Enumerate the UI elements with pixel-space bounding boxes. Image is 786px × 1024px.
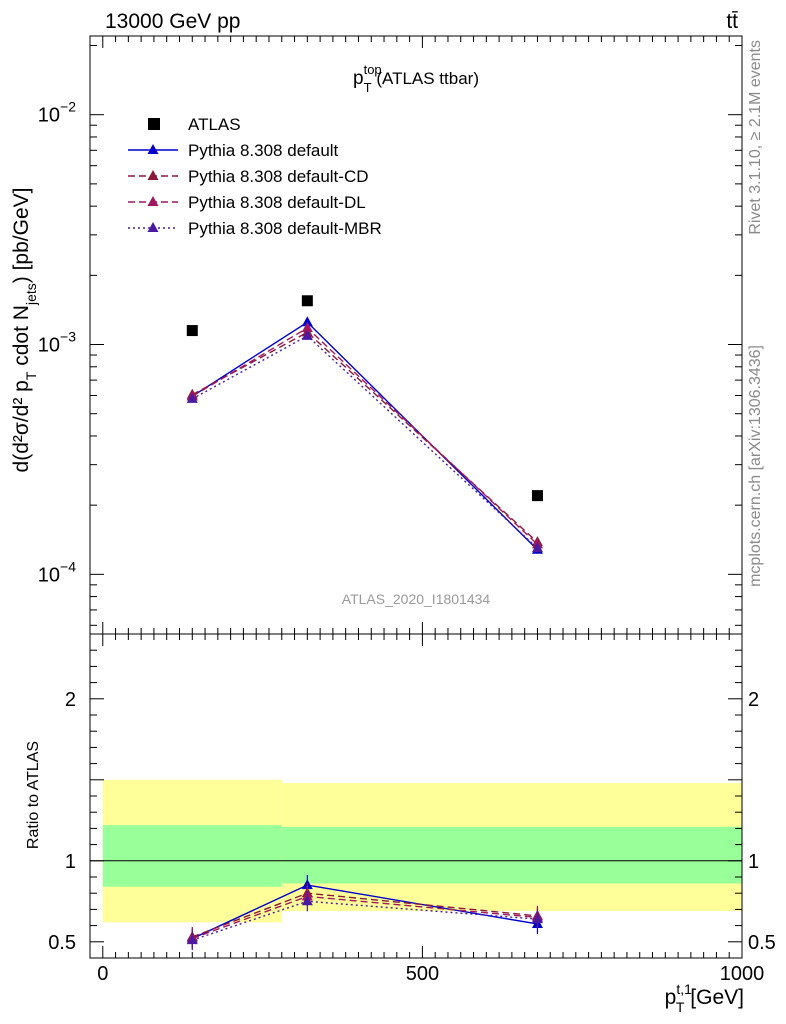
header-left: 13000 GeV pp xyxy=(105,10,240,33)
data-point-square xyxy=(301,295,313,307)
legend: ATLAS Pythia 8.308 default Pythia 8.308 de… xyxy=(128,115,382,238)
main-ylabel: d(d²σ/d² pT cdot Njets) [pb/GeV] xyxy=(10,188,39,473)
y-tick-label: 10−2 xyxy=(38,99,76,127)
main-title: ptop T (ATLAS ttbar) xyxy=(353,62,479,95)
analysis-watermark: ATLAS_2020_I1801434 xyxy=(342,591,491,607)
data-point-triangle xyxy=(531,542,543,553)
y-tick-label-right: 1 xyxy=(748,851,759,873)
ratio-ylabel: Ratio to ATLAS xyxy=(25,741,42,849)
ratio-xlabel: pt,1 T [GeV] xyxy=(665,981,744,1015)
legend-marker-triangle xyxy=(147,196,159,206)
legend-marker-square xyxy=(148,118,160,130)
y-tick-label-right: 2 xyxy=(748,689,759,711)
ratio-point-triangle xyxy=(301,895,313,906)
legend-label: Pythia 8.308 default-DL xyxy=(188,193,366,212)
series-line xyxy=(191,327,538,545)
rivet-label: Rivet 3.1.10, ≥ 2.1M events xyxy=(747,40,764,235)
legend-marker-triangle xyxy=(147,144,159,154)
x-tick-label: 0 xyxy=(97,963,108,985)
mcplots-label: mcplots.cern.ch [arXiv:1306.3436] xyxy=(747,345,764,587)
legend-marker-triangle xyxy=(147,170,159,180)
y-tick-label: 2 xyxy=(65,689,76,711)
data-point-triangle xyxy=(301,321,313,332)
svg-text:d(d²σ/d² pT cdot Njets) [pb/Ge: d(d²σ/d² pT cdot Njets) [pb/GeV] xyxy=(10,188,39,473)
series-line xyxy=(191,335,538,549)
uncertainty-band-green xyxy=(281,826,742,884)
legend-label: Pythia 8.308 default-MBR xyxy=(188,219,382,238)
legend-marker-triangle xyxy=(147,222,159,232)
ratio-point-triangle xyxy=(186,934,198,945)
y-tick-label: 1 xyxy=(65,851,76,873)
y-tick-label: 10−4 xyxy=(38,558,76,586)
legend-label: Pythia 8.308 default xyxy=(188,141,339,160)
series-line xyxy=(191,321,538,551)
x-tick-label: 1000 xyxy=(720,963,765,985)
y-tick-label-right: 0.5 xyxy=(748,932,776,954)
uncertainty-band-green xyxy=(102,825,282,887)
header-right: tt̄ xyxy=(726,10,738,33)
data-point-triangle xyxy=(186,392,198,403)
legend-label: ATLAS xyxy=(188,115,241,134)
main-panel: 10−4 10−3 10−2 ATLAS_2020_I1801434 xyxy=(38,35,743,958)
ratio-panel: 0 500 1000 0.5 0.5 1 1 2 2 xyxy=(48,633,776,985)
data-point-square xyxy=(186,325,198,337)
x-tick-label: 500 xyxy=(406,963,439,985)
data-point-triangle xyxy=(301,329,313,340)
data-point-square xyxy=(531,490,543,502)
y-tick-label: 10−3 xyxy=(38,329,76,357)
legend-label: Pythia 8.308 default-CD xyxy=(188,167,369,186)
data-point-triangle xyxy=(301,316,313,327)
y-tick-label: 0.5 xyxy=(48,932,76,954)
ratio-point-triangle xyxy=(531,913,543,924)
